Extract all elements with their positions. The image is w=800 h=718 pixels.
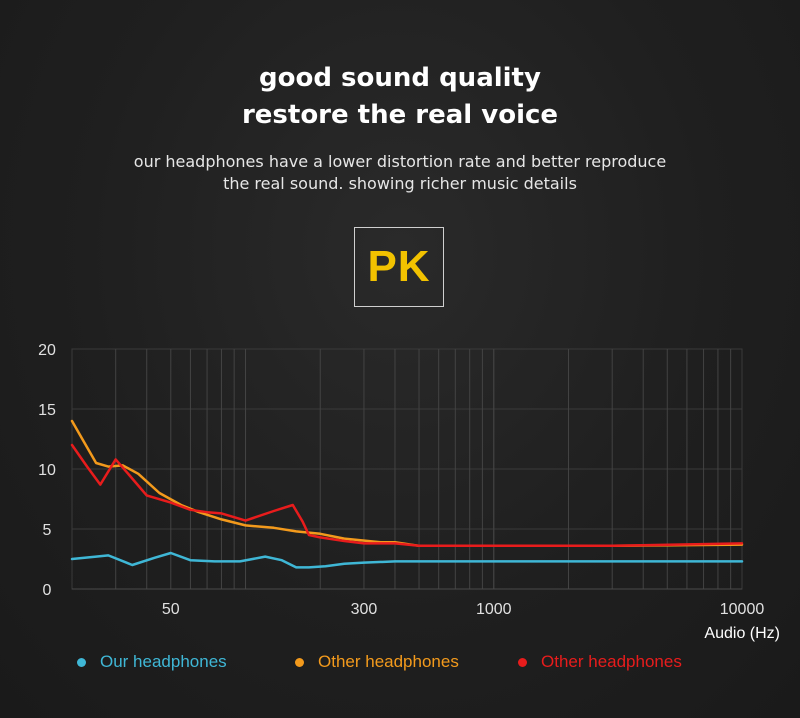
series-line-0 bbox=[70, 551, 744, 569]
pk-badge: PK bbox=[354, 227, 444, 307]
x-axis-title: Audio (Hz) bbox=[704, 625, 780, 642]
legend-item-other-headphones-orange: Other headphones bbox=[295, 650, 459, 674]
series-line-1 bbox=[70, 419, 744, 548]
subtitle-line-2: the real sound. showing richer music det… bbox=[223, 174, 577, 193]
legend-item-our-headphones: Our headphones bbox=[77, 650, 227, 674]
y-tick-label: 10 bbox=[38, 462, 56, 479]
x-tick-label: 300 bbox=[351, 601, 378, 618]
subtitle-line-1: our headphones have a lower distortion r… bbox=[133, 152, 667, 171]
y-tick-label: 0 bbox=[43, 582, 52, 599]
series-line-2 bbox=[70, 443, 744, 548]
legend-label: Other headphones bbox=[541, 652, 682, 671]
pk-badge-label: PK bbox=[367, 242, 431, 291]
legend-dot-icon bbox=[518, 657, 527, 667]
x-tick-label: 1000 bbox=[476, 601, 512, 618]
legend-label: Other headphones bbox=[318, 652, 459, 671]
x-tick-label: 10000 bbox=[720, 601, 765, 618]
y-tick-label: 15 bbox=[38, 402, 56, 419]
legend-label: Our headphones bbox=[100, 652, 227, 671]
headline-line-1: good sound quality bbox=[259, 63, 541, 93]
legend-dot-icon bbox=[77, 657, 86, 667]
y-tick-label: 20 bbox=[38, 342, 56, 359]
y-tick-label: 5 bbox=[43, 522, 52, 539]
legend-dot-icon bbox=[295, 657, 304, 667]
x-tick-label: 50 bbox=[162, 601, 180, 618]
headline-line-2: restore the real voice bbox=[241, 100, 559, 130]
legend-item-other-headphones-red: Other headphones bbox=[518, 650, 682, 674]
